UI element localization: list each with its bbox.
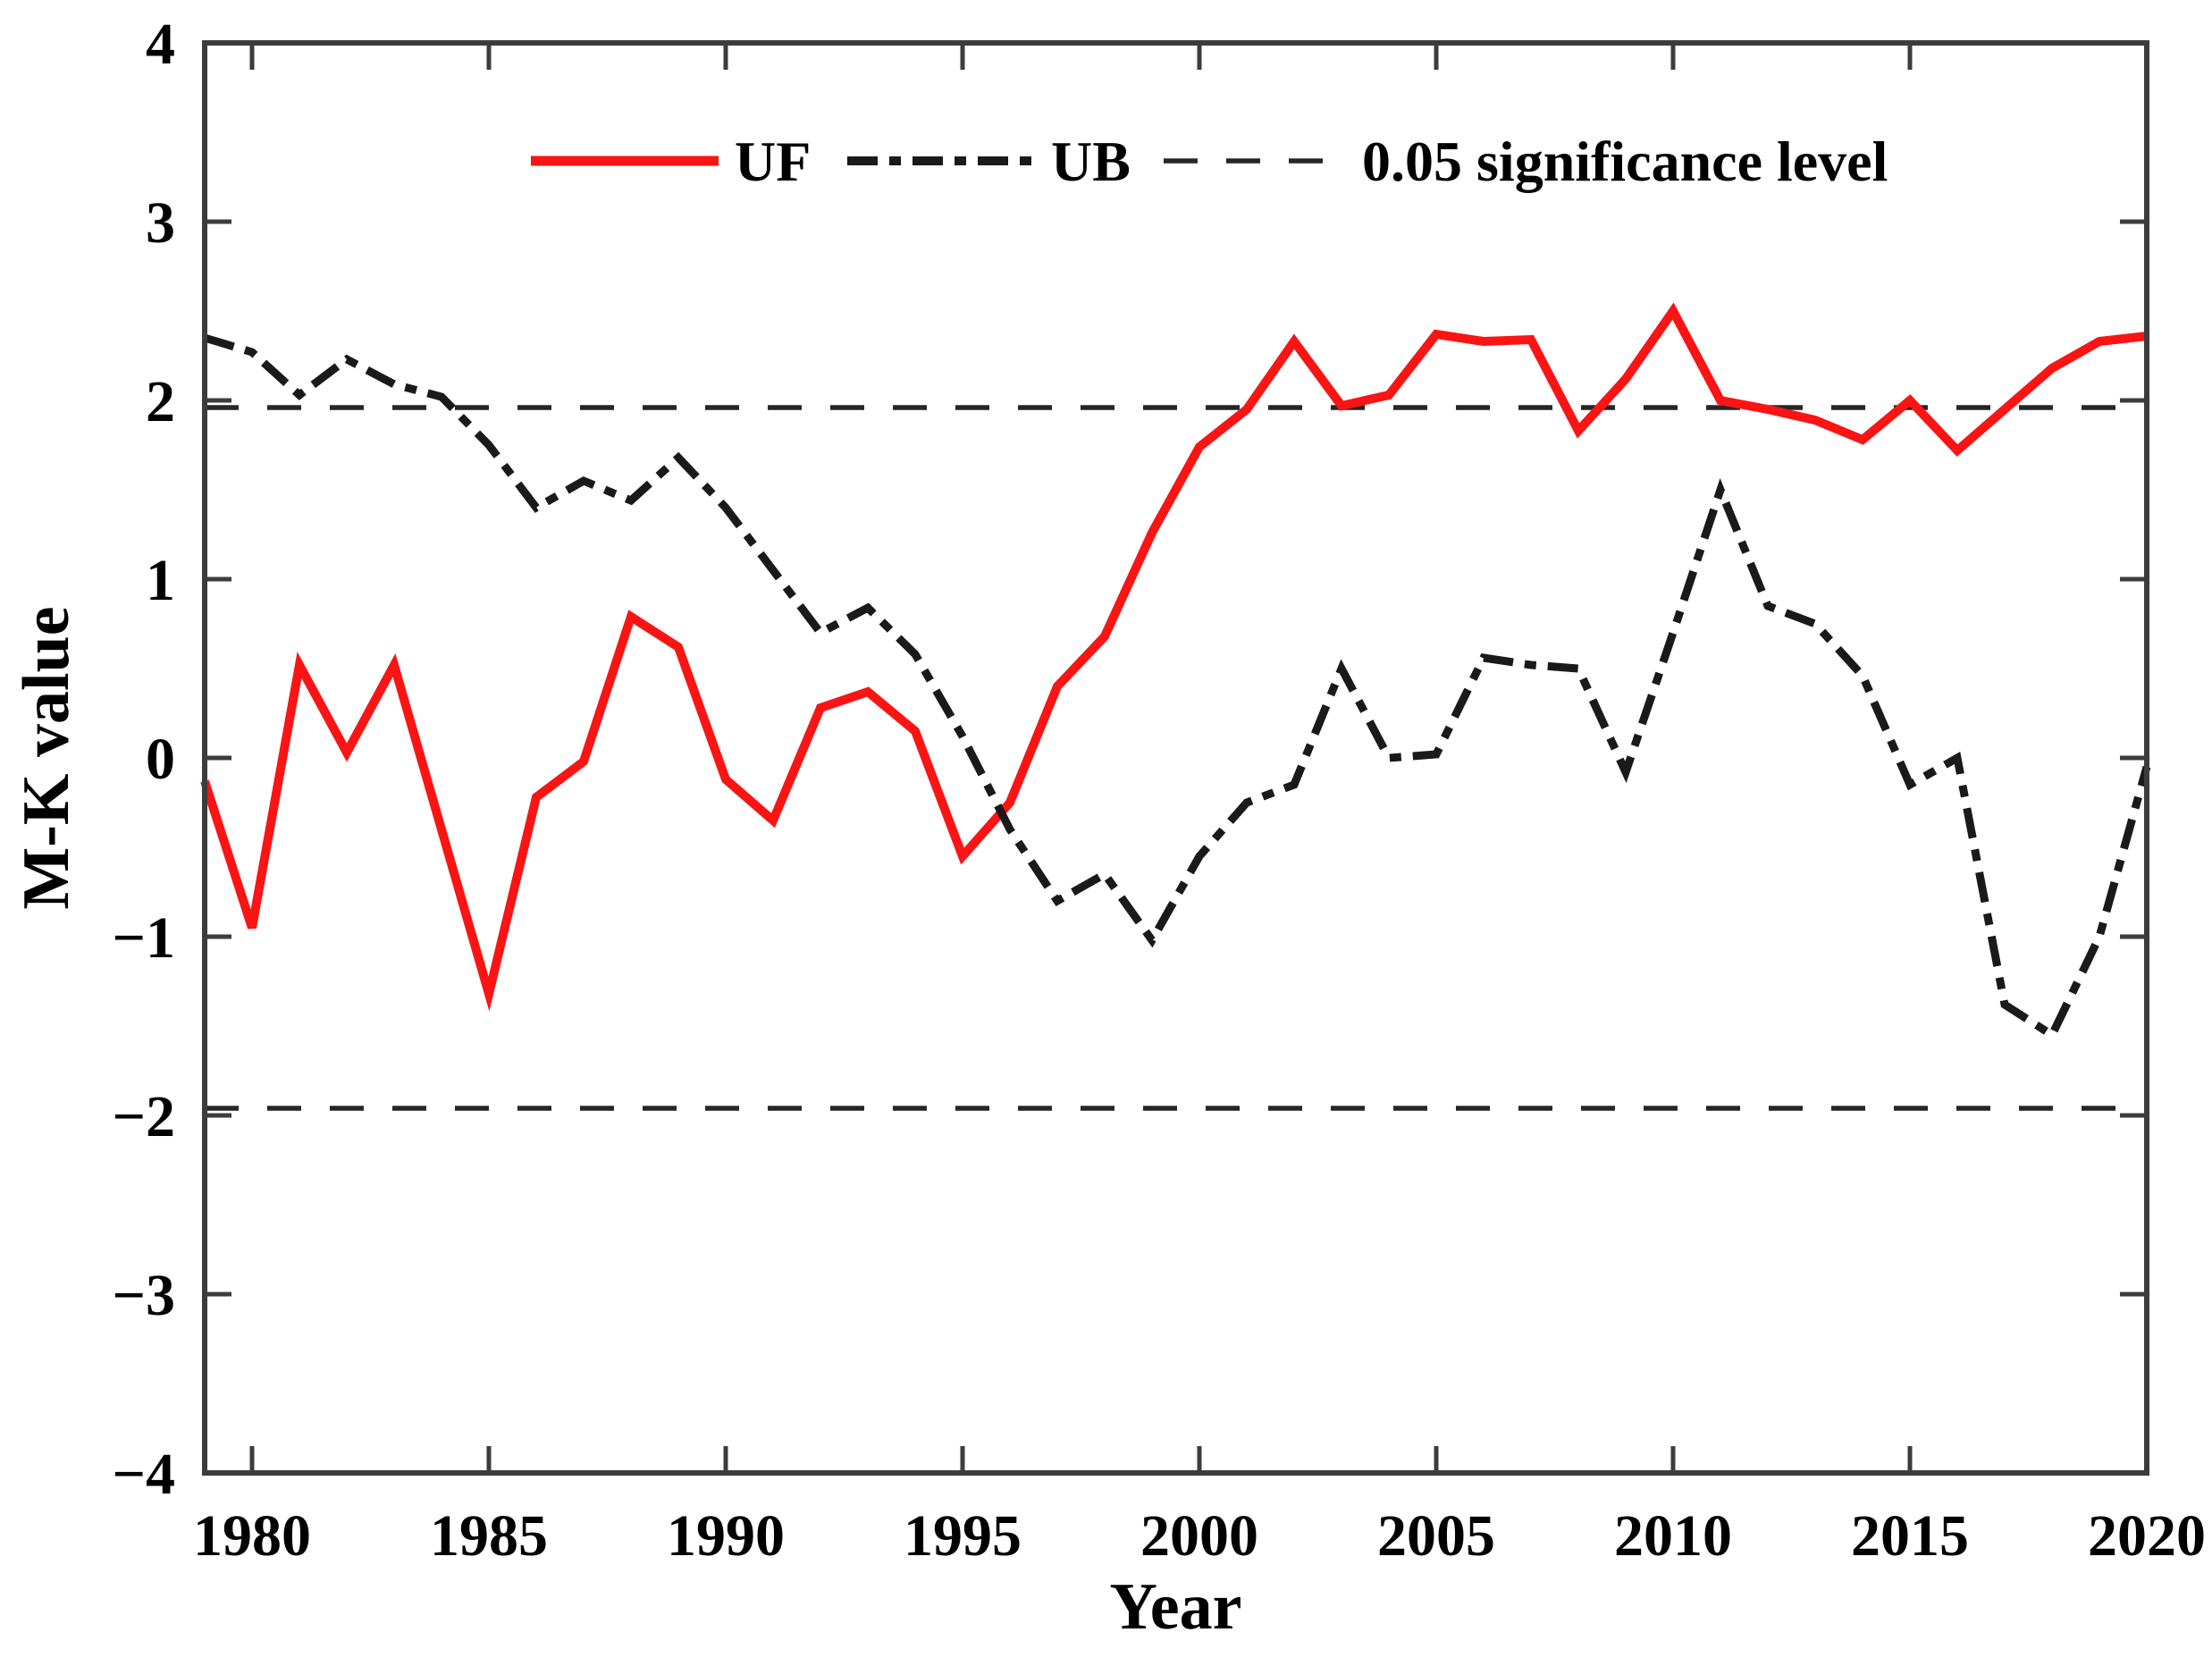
x-tick-label: 2000 [1140, 1503, 1258, 1569]
legend-significance-label: 0.05 significance level [1362, 130, 1888, 193]
y-tick-label: 3 [146, 190, 175, 256]
y-tick-label: −4 [112, 1442, 175, 1507]
y-tick-label: −1 [112, 905, 175, 971]
y-tick-label: 4 [146, 12, 175, 77]
legend-uf-label: UF [735, 130, 811, 193]
uf-line [200, 302, 2148, 1012]
y-tick-label: 2 [146, 369, 175, 434]
y-tick-label: −3 [112, 1263, 175, 1328]
y-tick-label: −2 [112, 1084, 175, 1149]
legend-ub-label: UB [1051, 130, 1131, 193]
x-tick-label: 2005 [1377, 1503, 1495, 1569]
x-tick-label: 1980 [193, 1503, 311, 1569]
x-tick-label: 1985 [430, 1503, 548, 1569]
x-axis-title: Year [1109, 1570, 1242, 1644]
y-tick-label: 1 [146, 548, 175, 613]
plot-border [202, 40, 2149, 1476]
x-tick-label: 2010 [1614, 1503, 1732, 1569]
y-axis-title: M-K value [10, 606, 83, 910]
x-tick-label: 2015 [1851, 1503, 1969, 1569]
x-tick-label: 1990 [667, 1503, 785, 1569]
y-tick-label: 0 [146, 727, 175, 792]
x-tick-label: 1995 [904, 1503, 1022, 1569]
x-tick-label: 2020 [2088, 1503, 2206, 1569]
ub-line [203, 333, 2151, 1041]
